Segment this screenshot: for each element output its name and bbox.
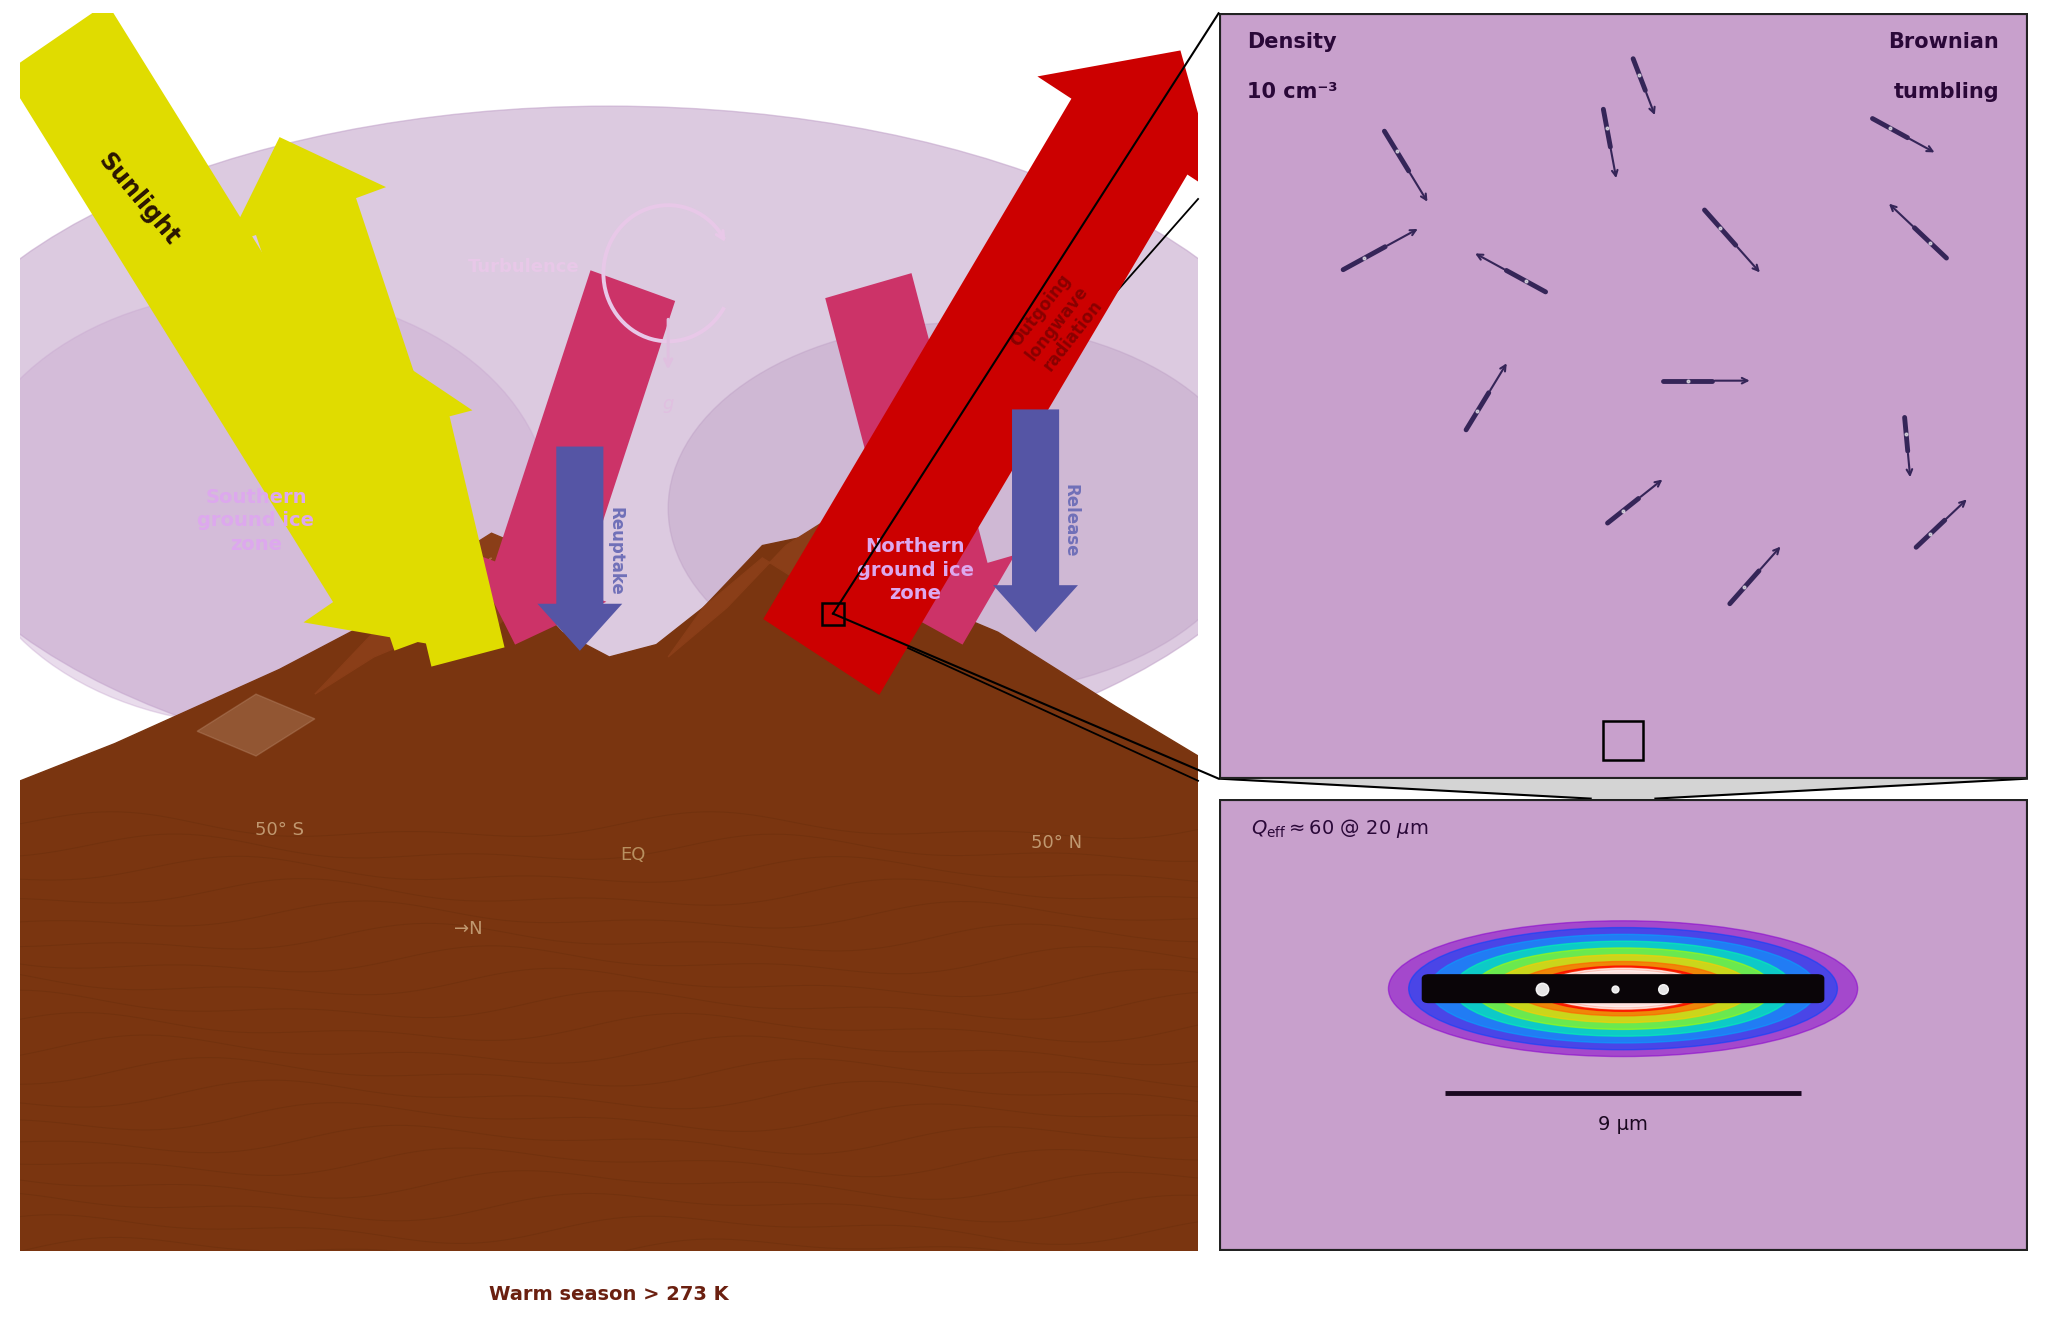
Ellipse shape: [1513, 961, 1733, 1016]
Polygon shape: [537, 446, 623, 651]
Text: g: g: [662, 394, 674, 413]
Polygon shape: [20, 534, 1198, 1251]
Polygon shape: [469, 270, 676, 644]
Ellipse shape: [0, 106, 1315, 787]
Text: Southern
ground ice
zone: Southern ground ice zone: [197, 488, 315, 554]
Text: Outgoing
longwave
radiation: Outgoing longwave radiation: [1006, 269, 1108, 377]
Text: Reuptake: Reuptake: [606, 507, 625, 596]
Polygon shape: [668, 508, 963, 658]
Text: EQ: EQ: [621, 847, 645, 864]
Ellipse shape: [1473, 948, 1774, 1029]
Ellipse shape: [1409, 928, 1837, 1050]
Polygon shape: [397, 558, 492, 632]
Text: Brownian: Brownian: [1888, 32, 1999, 52]
Polygon shape: [764, 51, 1221, 695]
Ellipse shape: [1534, 966, 1712, 1012]
Text: 9 μm: 9 μm: [1597, 1115, 1649, 1134]
Polygon shape: [993, 410, 1077, 632]
Bar: [823, 603, 844, 624]
Text: Sunlight: Sunlight: [92, 148, 184, 250]
Ellipse shape: [1542, 969, 1704, 1009]
Text: Density: Density: [1247, 32, 1337, 52]
Text: $Q_{\mathrm{eff}}\approx60\ @\ 20\ \mu\mathrm{m}$: $Q_{\mathrm{eff}}\approx60\ @\ 20\ \mu\m…: [1251, 817, 1430, 840]
Text: 50° N: 50° N: [1032, 833, 1081, 852]
Polygon shape: [354, 359, 504, 667]
Bar: [1604, 721, 1642, 760]
Ellipse shape: [1550, 970, 1696, 1006]
Ellipse shape: [1454, 941, 1792, 1036]
Text: →N: →N: [455, 920, 481, 938]
Polygon shape: [225, 137, 494, 651]
Text: Turbulence: Turbulence: [469, 258, 580, 276]
Polygon shape: [4, 3, 465, 644]
Text: Warm season > 273 K: Warm season > 273 K: [489, 1284, 729, 1304]
Polygon shape: [1219, 779, 2028, 799]
Polygon shape: [825, 273, 1014, 644]
Polygon shape: [786, 534, 903, 607]
Ellipse shape: [1493, 954, 1753, 1022]
Text: 50° S: 50° S: [256, 821, 303, 840]
FancyBboxPatch shape: [1423, 974, 1823, 1002]
Ellipse shape: [0, 291, 551, 725]
Ellipse shape: [1389, 921, 1858, 1057]
Text: Release: Release: [1063, 484, 1079, 558]
Polygon shape: [315, 534, 551, 695]
Text: Northern
ground ice
zone: Northern ground ice zone: [856, 538, 975, 603]
Text: 10 cm⁻³: 10 cm⁻³: [1247, 83, 1337, 102]
Text: tumbling: tumbling: [1894, 83, 1999, 102]
Ellipse shape: [668, 322, 1257, 693]
Polygon shape: [197, 695, 315, 756]
Ellipse shape: [1430, 934, 1817, 1044]
